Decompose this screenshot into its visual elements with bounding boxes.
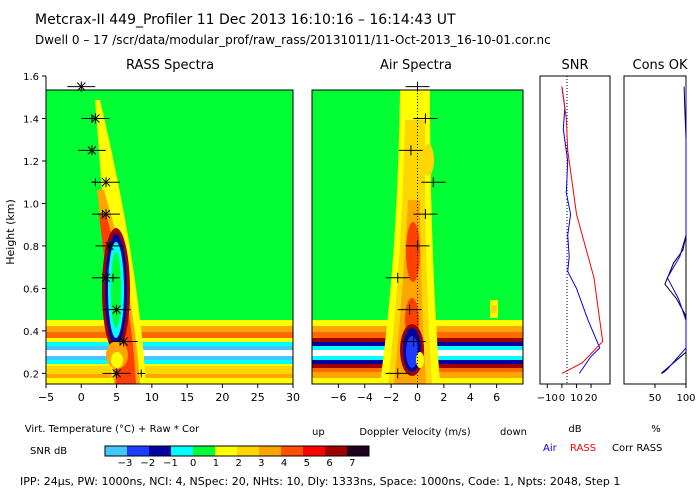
snr-x-label: dB — [568, 424, 581, 435]
colorbar-frame — [104, 445, 370, 457]
y-tick-label: 1.6 — [23, 72, 39, 83]
colorbar-tick-label: 5 — [304, 458, 310, 469]
colorbar-swatch — [171, 446, 194, 456]
rass-x-label: Virt. Temperature (°C) + Raw * Cor — [25, 424, 200, 435]
colorbar-swatch — [347, 446, 370, 456]
rass-x-tick-label: 10 — [145, 391, 159, 404]
air-x-left-note: up — [312, 427, 325, 438]
cons-x-tick-label: 50 — [649, 393, 662, 404]
rass-x-tick-label: 30 — [286, 391, 300, 404]
air-heatmap — [311, 81, 524, 385]
rass-raw-point — [109, 273, 118, 282]
colorbar-tick-label: −2 — [140, 458, 155, 469]
rass-cor-point — [112, 368, 121, 379]
snr-panel-title: SNR — [561, 58, 588, 73]
rass-raw-point — [87, 114, 96, 123]
air-x-tick-label: −4 — [357, 391, 373, 404]
y-tick-label: 1.0 — [23, 199, 39, 210]
air-x-tick-label: 4 — [467, 391, 474, 404]
colorbar-swatch — [105, 446, 128, 456]
y-tick-label: 0.8 — [23, 242, 39, 253]
snr-line-air — [561, 86, 601, 374]
snr-panel — [539, 75, 611, 385]
air-x-tick-label: −2 — [383, 391, 399, 404]
rass-cor-point — [101, 272, 111, 283]
legend-air: Air — [543, 443, 558, 454]
rass-cor-point — [112, 304, 121, 315]
colorbar-tick-label: 6 — [326, 458, 332, 469]
air-x-tick-label: 6 — [493, 391, 500, 404]
cons-panel-title: Cons OK — [633, 58, 688, 73]
colorbar-label: SNR dB — [30, 446, 67, 457]
rass-x-tick-label: 25 — [251, 391, 265, 404]
rass-raw-point — [116, 337, 125, 346]
rass-raw-point — [91, 178, 100, 187]
figure-title: Metcrax-II 449_Profiler 11 Dec 2013 16:1… — [35, 12, 456, 28]
rass-cor-point — [87, 145, 97, 156]
y-tick-label: 1.4 — [23, 114, 39, 125]
y-tick-label: 0.6 — [23, 284, 39, 295]
air-x-tick-label: −6 — [330, 391, 346, 404]
colorbar-swatch — [193, 446, 216, 456]
colorbar-tick-label: −1 — [163, 458, 178, 469]
rass-x-tick-label: 20 — [215, 391, 229, 404]
y-axis-label: Height (km) — [4, 199, 17, 265]
colorbar-tick-label: 4 — [281, 458, 287, 469]
colorbar-tick-label: 1 — [213, 458, 219, 469]
colorbar-tick-label: 0 — [190, 458, 196, 469]
air-x-tick-label: 0 — [414, 391, 421, 404]
cons-line-rass — [662, 86, 687, 374]
rass-x-tick-label: 5 — [113, 391, 120, 404]
y-tick-label: 0.2 — [23, 369, 39, 380]
snr-frame — [539, 75, 611, 385]
colorbar-swatch — [127, 446, 150, 456]
rass-cor-point — [105, 240, 114, 251]
colorbar-swatch — [325, 446, 348, 456]
air-x-tick-label: 2 — [440, 391, 447, 404]
cons-x-label: % — [651, 424, 661, 435]
snr-x-tick-label: 0 — [559, 393, 565, 404]
cons-frame — [623, 75, 687, 385]
colorbar-swatch — [303, 446, 326, 456]
colorbar-swatch — [281, 446, 304, 456]
rass-panel-title: RASS Spectra — [126, 58, 214, 73]
snr-x-tick-label: 20 — [585, 393, 598, 404]
colorbar-swatch — [259, 446, 282, 456]
y-tick-label: 1.2 — [23, 157, 39, 168]
cons-panel — [623, 75, 687, 385]
figure-subtitle: Dwell 0 – 17 /scr/data/modular_prof/raw_… — [35, 33, 551, 47]
rass-x-tick-label: 15 — [180, 391, 194, 404]
colorbar-tick-label: −3 — [118, 458, 133, 469]
colorbar-swatch — [237, 446, 260, 456]
colorbar-swatch — [149, 446, 172, 456]
rass-raw-point — [137, 369, 146, 378]
colorbar-tick-label: 2 — [235, 458, 241, 469]
air-panel-title: Air Spectra — [380, 58, 452, 73]
colorbar-swatch — [215, 446, 238, 456]
cons-x-tick-label: 100 — [676, 393, 695, 404]
rass-x-tick-label: −5 — [38, 391, 54, 404]
snr-x-tick-label: −10 — [537, 393, 558, 404]
rass-cor-point — [101, 177, 111, 188]
legend-corr-rass: Corr RASS — [612, 443, 662, 454]
colorbar-tick-label: 7 — [349, 458, 355, 469]
rass-x-tick-label: 0 — [78, 391, 85, 404]
snr-colorbar: −3 −2 −1 0 1 2 3 4 5 6 7 — [104, 445, 370, 469]
legend-rass: RASS — [570, 443, 596, 454]
rass-raw-point — [98, 210, 107, 219]
snr-line-rass — [561, 86, 604, 374]
snr-x-tick-label: 10 — [570, 393, 583, 404]
footer-params: IPP: 24μs, PW: 1000ns, NCI: 4, NSpec: 20… — [20, 475, 620, 488]
y-tick-label: 0.4 — [23, 327, 39, 338]
air-x-right-note: down — [500, 427, 527, 438]
air-x-label: Doppler Velocity (m/s) — [359, 427, 470, 438]
rass-heatmap — [45, 81, 294, 385]
colorbar-tick-label: 3 — [258, 458, 264, 469]
